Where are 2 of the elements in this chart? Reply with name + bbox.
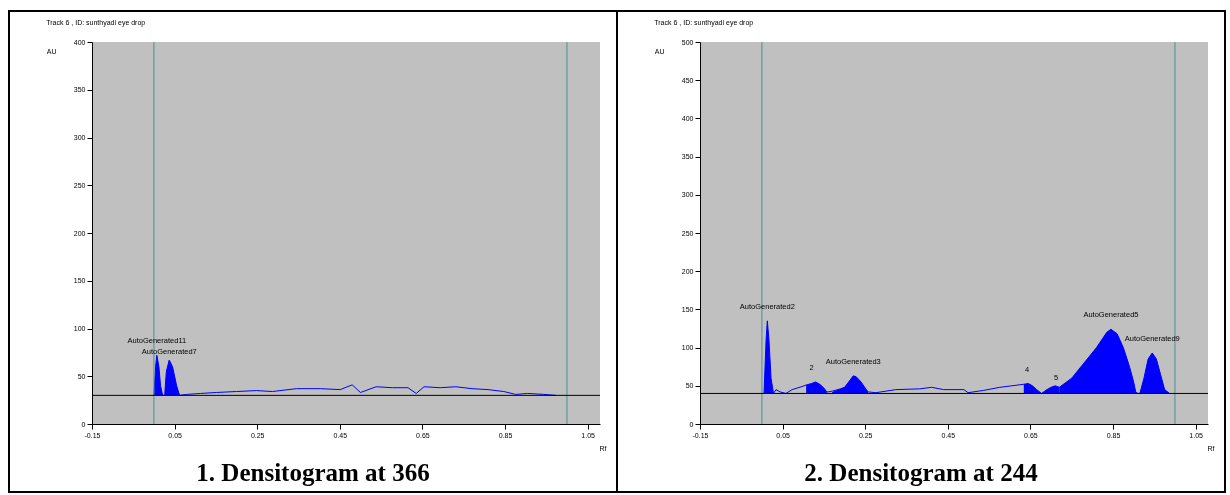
- text: 2. Densitogram at 244: [803, 458, 1039, 488]
- text: 1. Densitogram at 366: [195, 458, 431, 488]
